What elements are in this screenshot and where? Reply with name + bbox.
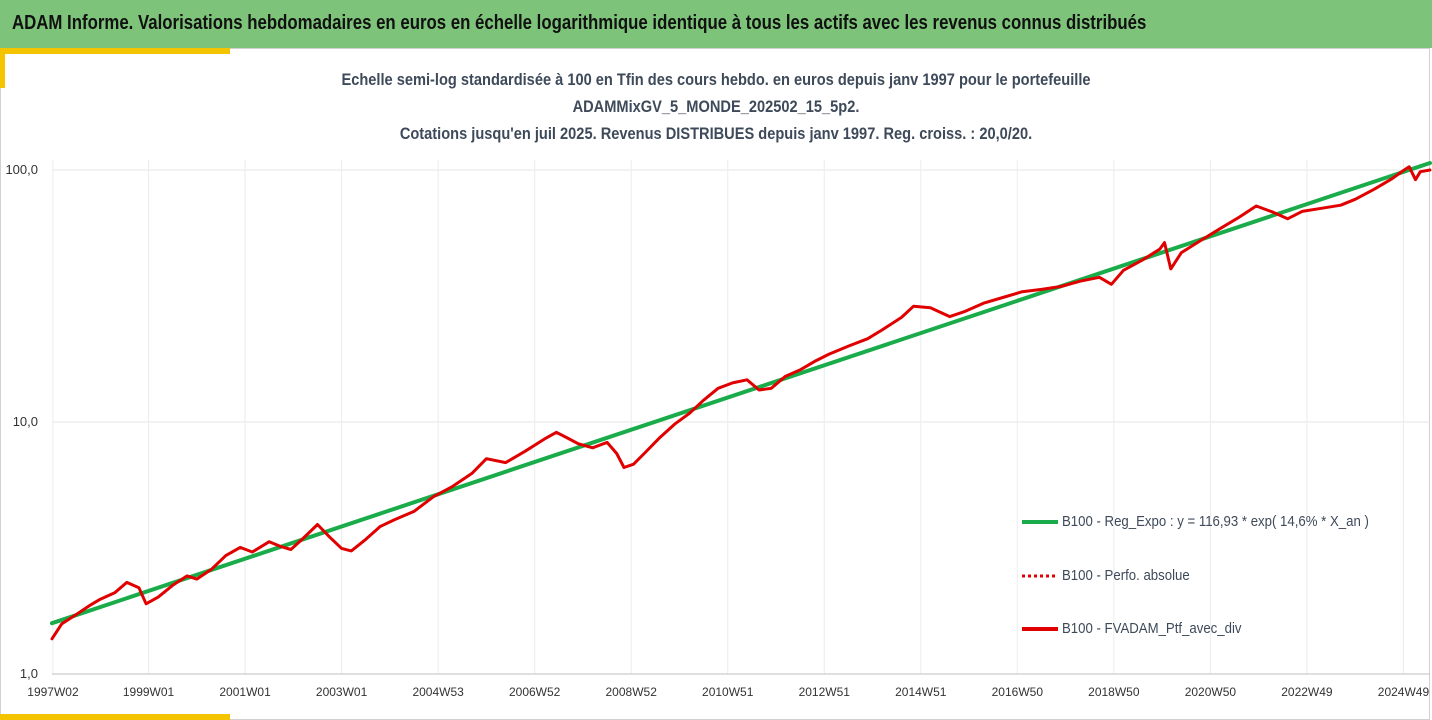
legend-swatch-regression (1022, 520, 1058, 524)
x-tick-label: 1999W01 (123, 685, 175, 699)
legend-swatch-portfolio (1022, 627, 1058, 631)
accent-bar-left (0, 48, 5, 88)
banner-title: ADAM Informe. Valorisations hebdomadaire… (12, 12, 1147, 34)
accent-bar-bottom (0, 714, 230, 720)
x-tick-label: 2024W49 (1378, 685, 1430, 699)
banner: ADAM Informe. Valorisations hebdomadaire… (0, 0, 1432, 48)
accent-bar-top (0, 48, 230, 54)
portfolio-line (50, 165, 1432, 641)
x-tick-label: 2006W52 (509, 685, 561, 699)
x-tick-label: 2020W50 (1185, 685, 1237, 699)
x-tick-label: 2018W50 (1088, 685, 1140, 699)
y-tick-label: 10,0 (13, 414, 38, 429)
chart-title-line-2: ADAMMixGV_5_MONDE_202502_15_5p2. (572, 97, 860, 116)
chart-title-line-3: Cotations jusqu'en juil 2025. Revenus DI… (399, 124, 1033, 143)
legend-label-perfo-absolue: B100 - Perfo. absolue (1062, 567, 1190, 584)
y-tick-label: 100,0 (5, 162, 38, 177)
x-tick-label: 2001W01 (219, 685, 271, 699)
legend-label-regression: B100 - Reg_Expo : y = 116,93 * exp( 14,6… (1062, 513, 1369, 530)
y-tick-label: 1,0 (20, 666, 38, 681)
legend-swatch-perfo-absolue (1022, 574, 1058, 578)
x-tick-label: 2010W51 (702, 685, 754, 699)
legend-label-portfolio: B100 - FVADAM_Ptf_avec_div (1062, 620, 1242, 637)
x-tick-label: 1997W02 (27, 685, 79, 699)
x-tick-label: 2004W53 (412, 685, 464, 699)
x-tick-label: 2008W52 (606, 685, 658, 699)
x-tick-label: 2003W01 (316, 685, 368, 699)
chart-title-line-1: Echelle semi-log standardisée à 100 en T… (341, 70, 1091, 89)
x-tick-label: 2016W50 (992, 685, 1044, 699)
x-tick-label: 2014W51 (895, 685, 947, 699)
regression-line (50, 161, 1432, 626)
x-tick-label: 2012W51 (799, 685, 851, 699)
x-tick-label: 2022W49 (1281, 685, 1333, 699)
